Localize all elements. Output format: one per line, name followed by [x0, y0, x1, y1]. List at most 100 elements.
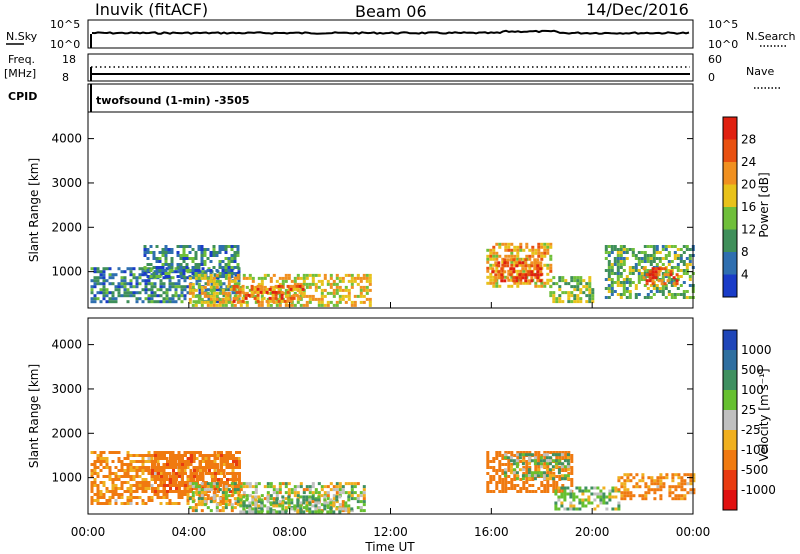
- power-cell: [622, 293, 626, 296]
- power-cell: [224, 248, 228, 251]
- velocity-cell: [90, 490, 94, 493]
- velocity-cell: [96, 484, 100, 487]
- power-cell: [570, 285, 574, 289]
- power-cell: [613, 281, 617, 284]
- velocity-cell: [184, 472, 187, 475]
- velocity-cell: [329, 488, 333, 492]
- power-cell: [513, 248, 517, 252]
- power-cell: [182, 251, 186, 254]
- power-cell: [492, 245, 496, 249]
- velocity-cell: [222, 460, 226, 463]
- velocity-cell: [689, 479, 693, 483]
- velocity-cell: [540, 481, 544, 484]
- power-cell: [359, 294, 363, 298]
- power-cell: [149, 251, 153, 254]
- velocity-colorbar-frame: [722, 329, 738, 511]
- power-cell: [527, 264, 531, 268]
- velocity-cell: [120, 475, 124, 478]
- power-cell: [613, 260, 617, 263]
- power-cell: [613, 248, 617, 251]
- velocity-cell: [617, 479, 621, 483]
- power-cell: [256, 299, 260, 303]
- velocity-cell: [314, 507, 318, 511]
- power-cell: [274, 284, 278, 288]
- power-cell: [507, 242, 511, 246]
- power-cell: [209, 272, 213, 275]
- power-cell: [200, 273, 204, 277]
- velocity-cell: [530, 474, 534, 478]
- velocity-cell: [269, 510, 273, 514]
- velocity-cell: [341, 500, 345, 504]
- velocity-cell: [153, 493, 157, 496]
- velocity-cell: [326, 491, 330, 495]
- power-cell: [143, 251, 147, 254]
- power-cell: [673, 245, 677, 248]
- power-cell: [667, 260, 671, 263]
- velocity-cell: [216, 466, 220, 469]
- velocity-cell: [539, 459, 543, 463]
- power-cell: [543, 245, 547, 249]
- power-cell: [341, 288, 345, 292]
- power-cell: [570, 291, 574, 295]
- velocity-cell: [99, 493, 103, 496]
- power-cell: [576, 282, 580, 286]
- velocity-cell: [623, 491, 627, 495]
- velocity-cell: [570, 472, 574, 475]
- power-cell: [604, 248, 608, 251]
- power-cell: [230, 245, 234, 248]
- velocity-cell: [184, 454, 187, 457]
- velocity-colorbar-label: Velocity [m s⁻¹]: [757, 368, 771, 461]
- power-cell: [209, 279, 213, 283]
- velocity-cell: [178, 466, 181, 469]
- velocity-cell: [578, 501, 582, 505]
- power-cell: [188, 282, 192, 286]
- power-cell: [171, 285, 175, 289]
- velocity-cell: [111, 478, 115, 481]
- velocity-cell: [656, 488, 660, 492]
- power-cell: [182, 272, 186, 275]
- velocity-cell: [144, 490, 148, 493]
- power-cell: [260, 294, 264, 298]
- power-cell: [215, 282, 219, 286]
- velocity-cell: [222, 469, 226, 472]
- velocity-cell: [187, 484, 190, 487]
- velocity-cell: [99, 469, 103, 472]
- power-cell: [664, 245, 668, 248]
- velocity-cell: [570, 454, 574, 457]
- velocity-cell: [332, 485, 336, 489]
- power-cell: [194, 294, 198, 298]
- power-cell: [359, 285, 363, 289]
- velocity-cell: [563, 492, 567, 496]
- power-cell: [266, 303, 270, 307]
- power-cell: [302, 282, 306, 286]
- velocity-cell: [114, 499, 118, 502]
- power-cell: [682, 260, 686, 263]
- power-cell: [347, 288, 351, 292]
- velocity-colorbar-tick: 25: [741, 403, 756, 417]
- velocity-cell: [96, 475, 100, 478]
- power-cell: [284, 303, 288, 307]
- power-cell: [663, 282, 667, 286]
- velocity-y-tick-label: 1000: [51, 471, 82, 485]
- velocity-cell: [570, 466, 574, 469]
- power-cell: [661, 257, 665, 260]
- velocity-cell: [593, 507, 597, 511]
- velocity-cell: [254, 491, 258, 495]
- velocity-cell: [653, 488, 657, 492]
- power-cell: [200, 297, 204, 301]
- power-cell: [359, 276, 363, 280]
- velocity-cell: [147, 496, 151, 499]
- velocity-cell: [162, 475, 166, 478]
- power-cell: [497, 270, 501, 274]
- velocity-cell: [169, 457, 172, 460]
- velocity-cell: [222, 463, 226, 466]
- power-cell: [619, 251, 623, 254]
- velocity-cell: [362, 503, 366, 507]
- power-cell: [546, 281, 550, 285]
- velocity-cell: [223, 487, 226, 490]
- velocity-cell: [689, 491, 693, 495]
- velocity-cell: [169, 487, 172, 490]
- velocity-cell: [220, 451, 223, 454]
- velocity-cell: [498, 466, 502, 469]
- power-cell: [365, 288, 369, 292]
